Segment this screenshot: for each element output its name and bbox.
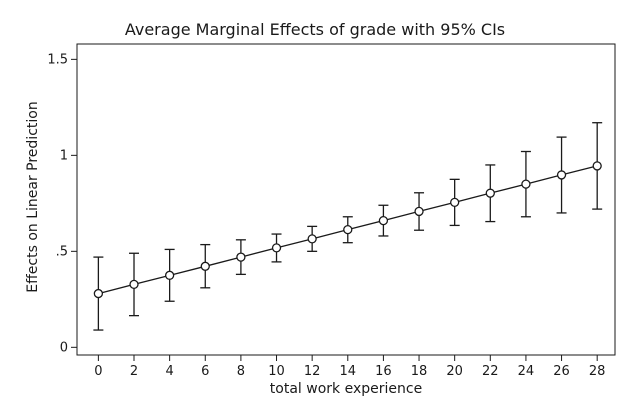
y-tick-label: .5 [56, 244, 68, 259]
data-point [343, 224, 353, 235]
x-tick-label: 28 [589, 364, 606, 379]
data-point [521, 179, 531, 189]
x-tick-label: 12 [304, 364, 321, 379]
x-tick-label: 18 [411, 364, 428, 379]
x-tick-label: 24 [518, 364, 535, 379]
data-point [556, 170, 567, 180]
x-tick-label: 20 [446, 364, 463, 379]
x-tick-label: 14 [340, 364, 357, 379]
data-point [129, 279, 139, 290]
y-axis-label: Effects on Linear Prediction [25, 101, 41, 292]
data-point [485, 188, 495, 198]
data-point [378, 215, 389, 226]
data-point [200, 261, 210, 271]
data-point [450, 197, 460, 208]
data-point [271, 243, 282, 253]
data-point [307, 234, 317, 244]
x-tick-label: 16 [375, 364, 392, 379]
plot-frame [76, 43, 616, 356]
y-tick-label: 1 [60, 148, 68, 163]
chart-title: Average Marginal Effects of grade with 9… [125, 20, 505, 39]
data-point [592, 161, 602, 171]
x-tick-label: 26 [553, 364, 570, 379]
plot-marks [93, 122, 603, 331]
data-point [414, 206, 424, 217]
x-axis-label: total work experience [270, 381, 422, 397]
data-point [93, 288, 104, 299]
x-tick-label: 6 [201, 364, 209, 379]
x-tick-label: 10 [268, 364, 285, 379]
y-tick-label: 1.5 [47, 52, 68, 67]
x-tick-label: 8 [237, 364, 245, 379]
x-tick-label: 2 [130, 364, 138, 379]
x-tick-label: 22 [482, 364, 499, 379]
y-tick-label: 0 [60, 340, 68, 355]
x-tick-label: 4 [165, 364, 173, 379]
x-tick-label: 0 [94, 364, 102, 379]
data-point [164, 270, 175, 280]
data-point [236, 252, 246, 262]
